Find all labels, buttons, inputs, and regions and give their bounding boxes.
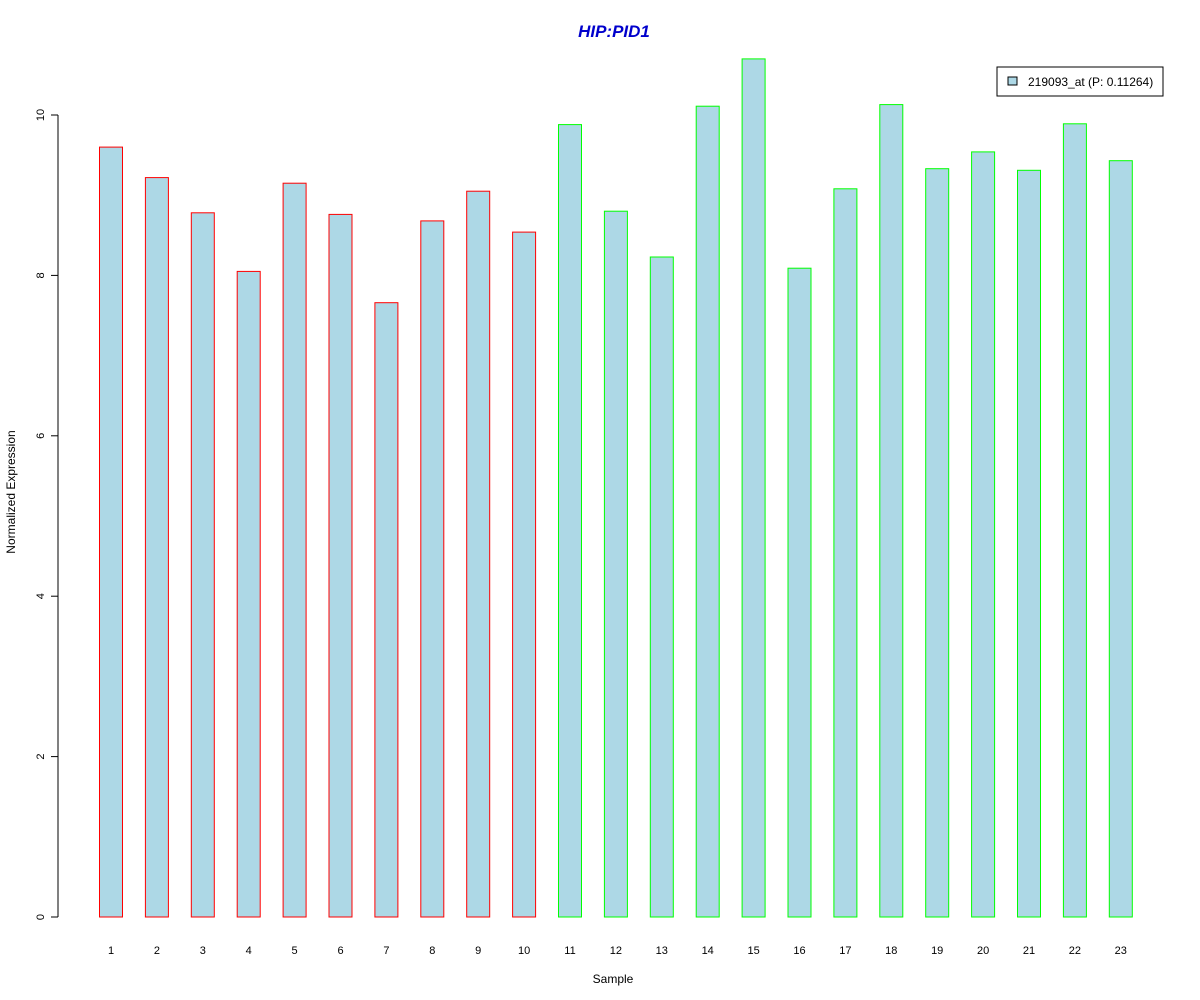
x-tick-label: 22 (1069, 945, 1081, 957)
x-tick-label: 4 (246, 945, 252, 957)
bar-sample-9 (466, 190, 491, 918)
legend: 219093_at (P: 0.11264) (996, 66, 1164, 97)
y-tick-label: 8 (35, 272, 47, 278)
chart-title: HIP:PID1 (578, 22, 650, 41)
bar-sample-3 (190, 212, 215, 918)
y-tick-label: 6 (35, 433, 47, 439)
x-tick-label: 18 (885, 945, 897, 957)
x-tick-label: 15 (747, 945, 759, 957)
x-tick-label: 1 (108, 945, 114, 957)
x-tick-label: 10 (518, 945, 530, 957)
x-tick-label: 6 (337, 945, 343, 957)
x-tick-label: 13 (656, 945, 668, 957)
y-tick-label: 4 (35, 593, 47, 599)
bar-sample-19 (925, 168, 950, 918)
bar-sample-21 (1017, 169, 1041, 918)
x-tick-label: 7 (383, 945, 389, 957)
legend-swatch (1007, 76, 1018, 86)
x-tick-label: 20 (977, 945, 989, 957)
y-tick-label: 0 (35, 914, 47, 920)
legend-box (996, 66, 1164, 97)
bar-sample-4 (236, 270, 261, 918)
bar-sample-7 (374, 302, 399, 918)
x-tick-label: 23 (1115, 945, 1127, 957)
x-tick-label: 3 (200, 945, 206, 957)
bar-sample-2 (144, 177, 169, 918)
x-tick-label: 12 (610, 945, 622, 957)
x-axis-label: Sample (593, 972, 634, 986)
bar-sample-17 (833, 188, 858, 918)
bar-sample-10 (512, 231, 537, 918)
bar-sample-15 (741, 58, 766, 918)
bar-sample-11 (558, 124, 582, 918)
bar-sample-6 (328, 213, 353, 918)
bar-sample-14 (695, 105, 720, 918)
y-axis: 0 2 4 6 8 10 (35, 109, 59, 920)
x-tick-label: 16 (793, 945, 805, 957)
bar-sample-23 (1108, 160, 1133, 918)
y-tick-label: 2 (35, 754, 47, 760)
bar-sample-16 (787, 267, 812, 918)
bar-sample-22 (1062, 123, 1087, 918)
legend-entry-label: 219093_at (P: 0.11264) (1028, 75, 1153, 89)
bar-sample-18 (879, 104, 904, 918)
bar-sample-1 (99, 146, 123, 918)
x-tick-label: 9 (475, 945, 481, 957)
x-tick-label: 19 (931, 945, 943, 957)
x-tick-label: 17 (839, 945, 851, 957)
y-axis-label: Normalized Expression (4, 430, 18, 553)
bar-sample-5 (282, 182, 307, 918)
x-axis-tick-labels: 1 2 3 4 5 6 7 8 9 10 11 12 13 14 15 16 17 18 19 20 21 22 23 (108, 945, 1127, 957)
x-tick-label: 2 (154, 945, 160, 957)
x-tick-label: 8 (429, 945, 435, 957)
x-tick-label: 11 (564, 945, 575, 957)
bar-sample-8 (420, 220, 445, 918)
bars (99, 58, 1133, 918)
y-tick-label: 10 (35, 109, 47, 121)
bar-sample-12 (603, 210, 628, 918)
x-tick-label: 21 (1023, 945, 1035, 957)
x-tick-label: 14 (702, 945, 714, 957)
bar-sample-13 (649, 256, 674, 918)
bar-sample-20 (971, 151, 996, 918)
x-tick-label: 5 (292, 945, 298, 957)
